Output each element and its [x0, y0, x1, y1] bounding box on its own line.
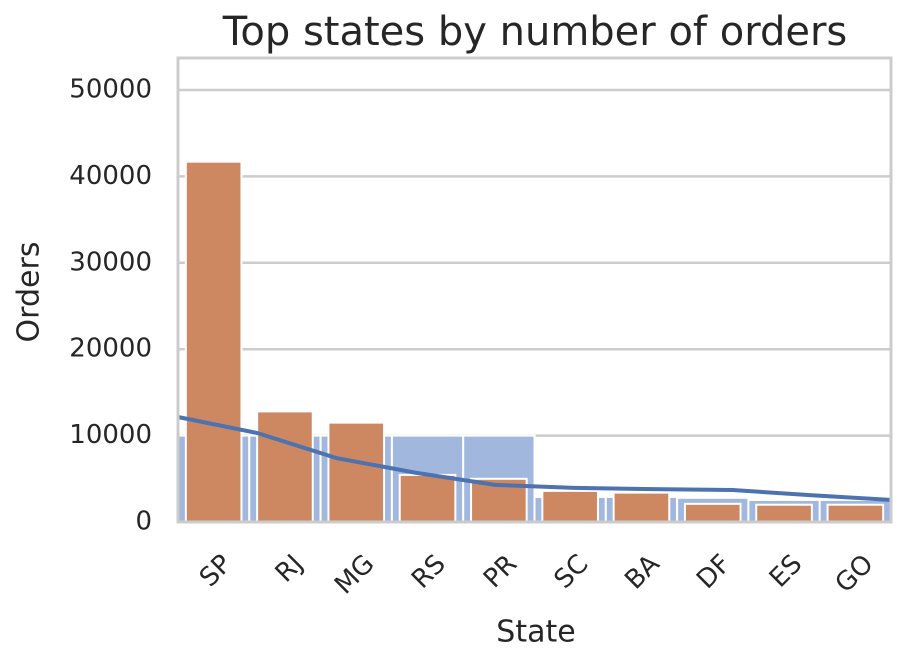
y-tick-label: 10000 — [69, 420, 152, 450]
bar — [327, 421, 386, 523]
y-axis-label: Orders — [12, 242, 47, 343]
y-tick-label: 20000 — [69, 334, 152, 364]
bar — [541, 489, 599, 524]
y-tick-label: 0 — [135, 507, 152, 537]
y-tick-label: 50000 — [69, 74, 152, 104]
x-tick-label: RS — [406, 549, 452, 595]
bar — [755, 503, 813, 524]
x-tick-label: GO — [830, 549, 880, 599]
chart-title: Top states by number of orders — [222, 9, 847, 55]
x-tick-label: RJ — [270, 549, 309, 588]
bar — [256, 410, 314, 523]
x-axis-label: State — [496, 615, 575, 650]
x-tick-label: MG — [329, 549, 380, 600]
bar — [683, 502, 742, 523]
bar — [612, 491, 671, 524]
bar — [184, 160, 243, 523]
x-tick-label: DF — [691, 549, 737, 595]
bar — [398, 473, 457, 523]
x-tick-label: SC — [549, 549, 595, 595]
bar — [826, 503, 885, 524]
plot-frame — [176, 56, 893, 524]
x-tick-label: ES — [764, 549, 809, 594]
x-tick-label: SP — [194, 549, 238, 593]
y-tick-label: 40000 — [69, 161, 152, 191]
y-tick-label: 30000 — [69, 247, 152, 277]
x-tick-label: BA — [619, 549, 666, 596]
line — [177, 415, 892, 502]
x-tick-label: PR — [478, 549, 523, 594]
